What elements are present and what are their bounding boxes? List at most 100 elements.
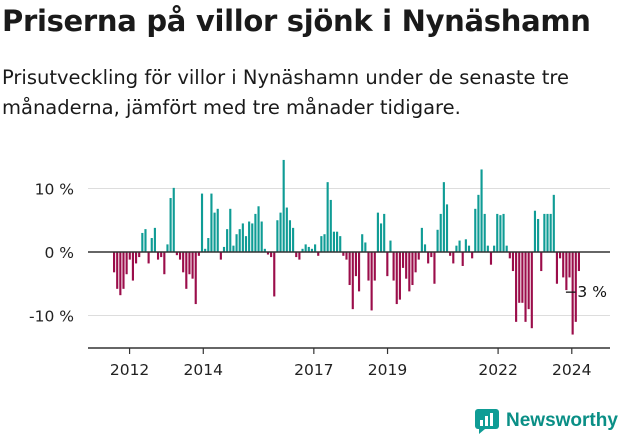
- bar: [251, 223, 254, 252]
- bar: [229, 208, 232, 252]
- brand-name: Newsworthy: [506, 410, 618, 431]
- bar: [301, 248, 304, 252]
- bar: [442, 182, 445, 252]
- bar: [439, 213, 442, 252]
- bar-chart: 10 % 0 % -10 % 2012 2014 2017 2019 2022 2024 −3…: [29, 159, 610, 379]
- bar: [197, 252, 200, 256]
- bar: [361, 234, 364, 252]
- bar: [210, 193, 213, 252]
- bar: [455, 245, 458, 252]
- bar: [345, 252, 348, 260]
- y-tick-labels: 10 % 0 % -10 %: [29, 181, 74, 326]
- bar: [134, 252, 138, 264]
- bar: [502, 213, 505, 252]
- bar: [408, 252, 411, 292]
- bar: [317, 252, 320, 256]
- bar: [480, 169, 483, 252]
- bar: [549, 213, 552, 252]
- bar: [489, 252, 493, 265]
- bar: [263, 248, 266, 252]
- bar: [521, 252, 524, 303]
- bar: [185, 252, 188, 289]
- x-tick-label: 2019: [368, 361, 407, 379]
- bar: [279, 212, 282, 252]
- x-tick-label: 2017: [294, 361, 333, 379]
- bar: [370, 252, 373, 311]
- bar: [559, 252, 562, 259]
- bar: [244, 236, 248, 253]
- y-tick-label: 10 %: [35, 181, 74, 199]
- bar: [235, 234, 238, 252]
- bar: [238, 229, 241, 252]
- page-subtitle: Prisutveckling för villor i Nynäshamn un…: [2, 66, 569, 119]
- bar: [427, 252, 430, 264]
- bar: [332, 231, 336, 252]
- bar: [411, 252, 414, 286]
- bar: [270, 252, 273, 258]
- bar: [188, 252, 191, 275]
- bar: [430, 252, 433, 258]
- bar: [436, 229, 439, 252]
- bar: [222, 246, 226, 252]
- last-value-annotation: −3 %: [564, 283, 607, 301]
- bar: [172, 187, 175, 252]
- bar: [555, 252, 559, 284]
- bar: [398, 252, 401, 300]
- bar: [524, 252, 527, 322]
- bar: [486, 245, 489, 252]
- grid-lines: [88, 188, 610, 316]
- bar: [314, 244, 317, 252]
- bar: [292, 227, 295, 252]
- bar: [254, 213, 257, 252]
- bar: [216, 208, 219, 252]
- bar: [423, 244, 427, 252]
- bar: [304, 244, 307, 252]
- bar: [182, 252, 185, 273]
- bar: [505, 245, 508, 252]
- bar: [483, 213, 486, 252]
- bar: [204, 248, 207, 252]
- bar: [153, 227, 156, 252]
- bar: [508, 252, 511, 259]
- bar: [452, 252, 455, 264]
- bar: [329, 199, 332, 252]
- bar: [288, 220, 292, 252]
- bar: [295, 252, 298, 258]
- bar: [357, 252, 361, 292]
- bar: [574, 252, 577, 322]
- newsworthy-brand: Newsworthy: [474, 408, 618, 434]
- bar: [178, 252, 182, 260]
- bar: [285, 207, 288, 252]
- bar: [226, 229, 229, 252]
- bar: [147, 252, 150, 264]
- bar: [339, 236, 342, 253]
- bar: [392, 252, 395, 281]
- bar: [571, 252, 574, 335]
- bar: [200, 193, 204, 252]
- bar: [354, 252, 357, 277]
- bar: [458, 240, 461, 252]
- x-tick-labels: 2012 2014 2017 2019 2022 2024: [110, 348, 592, 379]
- bar: [310, 248, 314, 252]
- bar: [119, 252, 122, 296]
- bar: [191, 252, 194, 279]
- bar: [116, 252, 119, 289]
- bar: [493, 245, 496, 252]
- bar: [282, 159, 285, 252]
- bar: [298, 252, 301, 260]
- bar: [533, 210, 537, 252]
- bar: [351, 252, 354, 310]
- bar: [511, 252, 515, 272]
- bar: [273, 252, 276, 297]
- bar: [467, 245, 471, 252]
- bar: [405, 252, 408, 279]
- bar: [373, 252, 376, 281]
- bar: [175, 252, 178, 256]
- bar: [266, 252, 270, 255]
- bar: [364, 242, 367, 252]
- bar: [141, 232, 144, 252]
- bar: [207, 238, 210, 252]
- bar: [213, 212, 216, 252]
- bar: [138, 252, 141, 258]
- bars: [113, 159, 580, 335]
